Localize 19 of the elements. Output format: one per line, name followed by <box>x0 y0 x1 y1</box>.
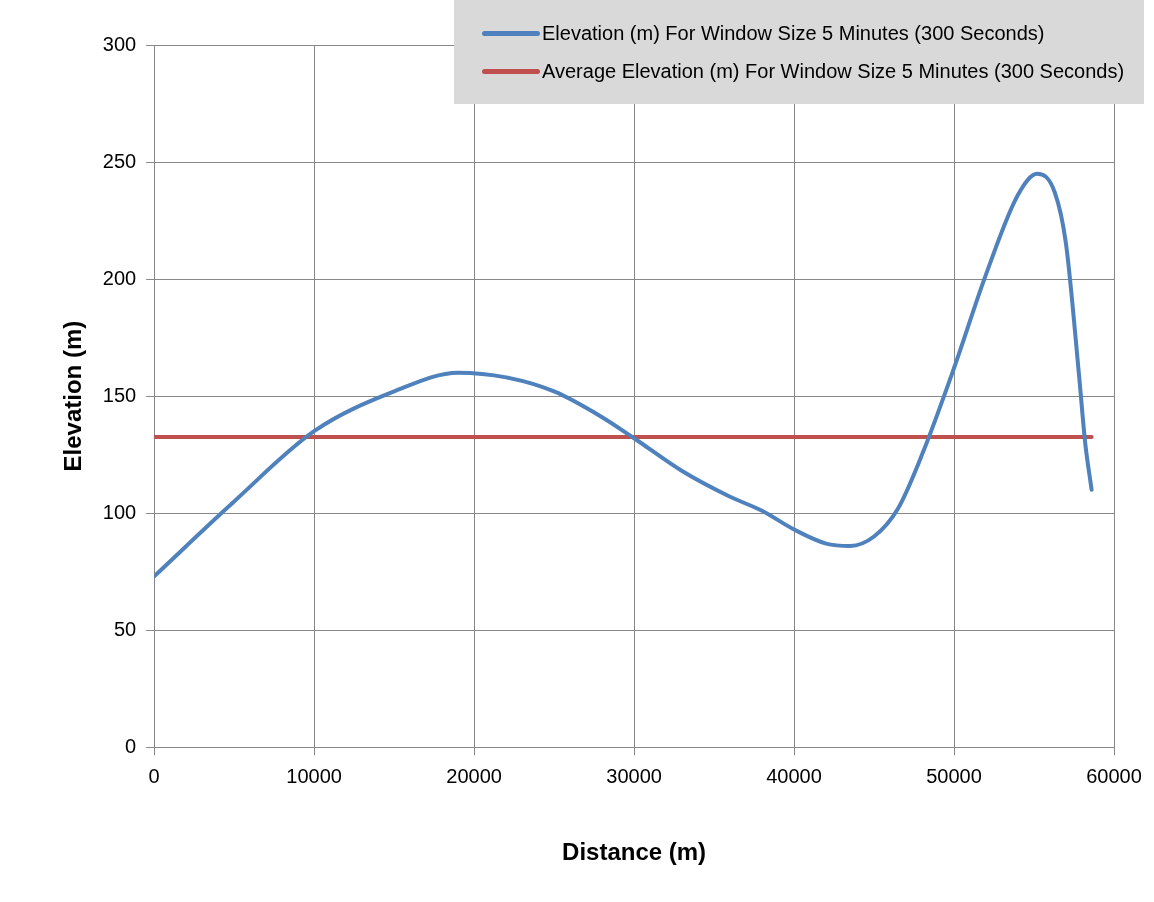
y-tick-label: 300 <box>102 32 137 55</box>
line-series <box>154 171 1094 579</box>
legend-label: Elevation (m) For Window Size 5 Minutes (300 Seconds) <box>542 21 1045 45</box>
y-tick-label: 200 <box>102 266 137 289</box>
y-tick-label: 50 <box>113 617 137 640</box>
x-tick-label: 30000 <box>606 764 662 787</box>
legend-label: Average Elevation (m) For Window Size 5 Minutes (300 Seconds) <box>542 59 1125 83</box>
x-axis-title: Distance (m) <box>562 838 707 866</box>
y-tick-label: 100 <box>102 500 137 523</box>
x-tick-label: 0 <box>148 764 160 787</box>
x-tick-label: 10000 <box>286 764 342 787</box>
y-tick-label: 250 <box>102 149 137 172</box>
x-tick-label: 60000 <box>1086 764 1142 787</box>
y-axis-title: Elevation (m) <box>59 320 87 472</box>
y-tick-label: 0 <box>125 734 137 757</box>
y-tick-label: 150 <box>102 383 137 406</box>
x-tick-label: 50000 <box>926 764 982 787</box>
x-tick-label: 40000 <box>766 764 822 787</box>
x-tick-label: 20000 <box>446 764 502 787</box>
